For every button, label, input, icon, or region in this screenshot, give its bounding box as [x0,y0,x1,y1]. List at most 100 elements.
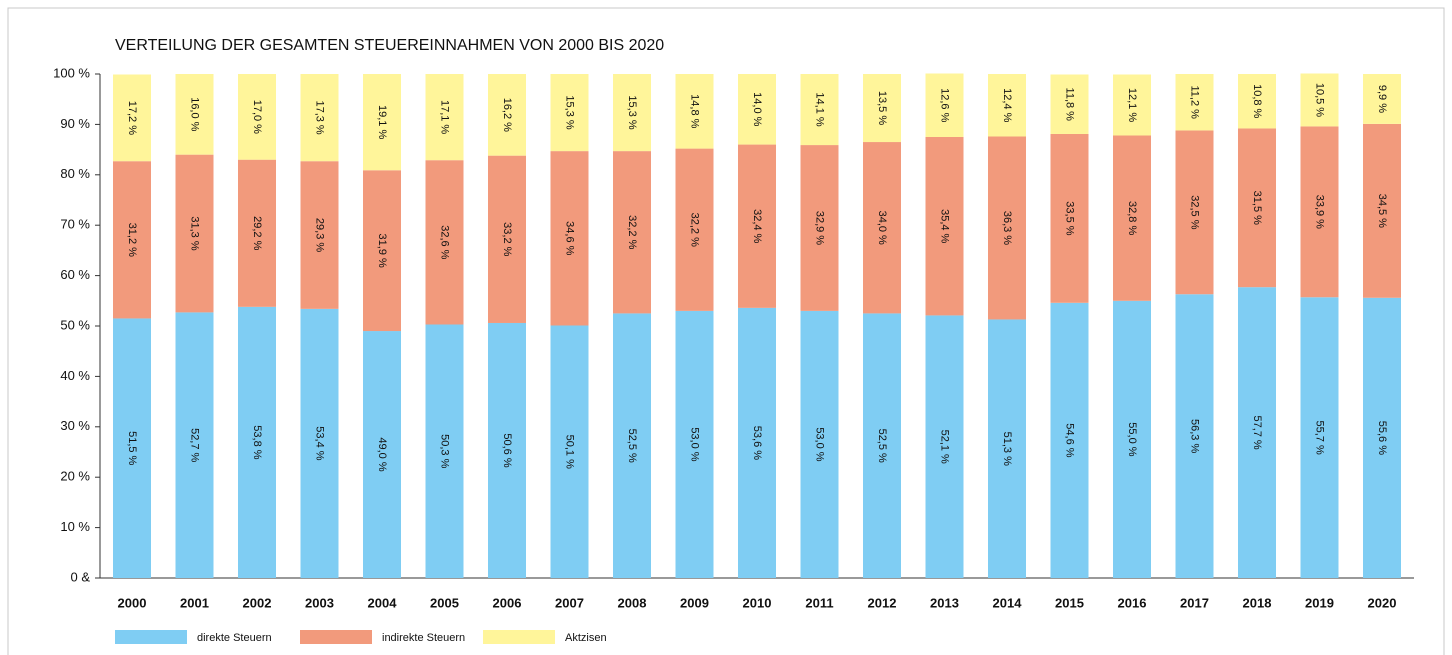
x-tick-label: 2020 [1368,595,1397,610]
data-label: 12,6 % [939,88,951,122]
data-label: 14,1 % [814,92,826,126]
bar-segment [863,142,901,314]
bar-segment [425,324,464,578]
data-label: 12,1 % [1126,88,1138,122]
y-tick-label: 100 % [53,65,90,80]
y-tick-label: 80 % [60,166,90,181]
bar-segment [613,313,651,578]
bar-segment [300,74,339,162]
bar-segment [613,74,651,152]
data-label: 50,6 % [501,433,513,467]
data-label: 19,1 % [376,105,388,139]
y-tick-label: 50 % [60,317,90,332]
x-tick-label: 2001 [180,595,209,610]
y-tick-label: 70 % [60,217,90,232]
x-tick-label: 2019 [1305,595,1334,610]
bar-segment [175,312,214,578]
bar-segment [863,313,901,578]
data-label: 55,7 % [1314,421,1326,455]
data-label: 15,3 % [564,95,576,129]
data-label: 31,5 % [1251,191,1263,225]
bar-segment [988,74,1026,137]
bar-segment [1238,74,1276,129]
data-label: 34,0 % [876,211,888,245]
legend-label: indirekte Steuern [382,632,465,644]
bar-segment [925,315,964,578]
y-tick-label: 90 % [60,116,90,131]
data-label: 16,2 % [501,98,513,132]
legend-swatch [300,630,372,644]
bar-segment [738,74,776,145]
data-label: 51,5 % [126,431,138,465]
bar-segment [113,318,151,578]
data-label: 52,5 % [876,429,888,463]
bar-segment [1363,297,1401,578]
bar-segment [113,161,151,319]
x-tick-label: 2010 [743,595,772,610]
x-tick-label: 2016 [1118,595,1147,610]
data-label: 14,8 % [689,94,701,128]
x-tick-label: 2011 [805,595,833,610]
data-label: 29,2 % [251,216,263,250]
data-label: 32,9 % [814,211,826,245]
bar-segment [925,137,964,316]
bar-segment [1113,135,1151,301]
bar-segment [425,74,464,161]
bar-segment [1175,74,1214,131]
data-label: 35,4 % [939,209,951,243]
data-label: 33,5 % [1064,201,1076,235]
y-tick-label: 60 % [60,267,90,282]
data-label: 32,8 % [1126,201,1138,235]
bar-segment [863,74,901,143]
x-tick-label: 2003 [305,595,334,610]
bar-segment [363,74,401,171]
x-tick-label: 2015 [1055,595,1084,610]
bar-segment [488,322,526,578]
bar-segment [1238,128,1276,288]
data-label: 49,0 % [376,437,388,471]
data-label: 12,4 % [1001,88,1013,122]
x-tick-label: 2002 [243,595,272,610]
bar-segment [1175,294,1214,578]
data-label: 16,0 % [189,97,201,131]
bar-segment [1175,130,1214,295]
bar-segment [550,74,589,152]
bar-segment [363,331,401,578]
data-label: 53,0 % [689,427,701,461]
data-label: 53,6 % [751,426,763,460]
bar-segment [175,154,214,313]
data-label: 33,2 % [501,222,513,256]
x-tick-label: 2012 [868,595,897,610]
x-tick-label: 2017 [1180,595,1209,610]
data-label: 55,6 % [1376,421,1388,455]
data-label: 17,1 % [439,100,451,134]
bar-segment [238,74,276,160]
y-tick-label: 20 % [60,469,90,484]
x-tick-label: 2018 [1243,595,1272,610]
bar-segment [1363,123,1401,298]
bar-segment [1050,133,1089,303]
bar-segment [675,148,714,311]
bar-segment [1300,126,1339,298]
bar-segment [675,74,714,149]
data-label: 34,6 % [564,221,576,255]
data-label: 15,3 % [626,95,638,129]
bar-segment [425,160,464,325]
data-label: 29,3 % [314,218,326,252]
data-label: 13,5 % [876,91,888,125]
x-tick-label: 2007 [555,595,584,610]
bar-segment [675,310,714,578]
data-label: 31,2 % [126,223,138,257]
data-label: 31,3 % [189,216,201,250]
data-label: 17,0 % [251,100,263,134]
y-tick-label: 0 & [70,569,90,584]
bar-segment [488,155,526,323]
bar-segment [1113,74,1151,136]
data-label: 10,5 % [1314,83,1326,117]
bar-segment [550,325,589,578]
data-label: 51,3 % [1001,432,1013,466]
bar-segment [550,151,589,326]
x-tick-label: 2005 [430,595,459,610]
data-label: 57,7 % [1251,415,1263,449]
x-tick-label: 2009 [680,595,709,610]
